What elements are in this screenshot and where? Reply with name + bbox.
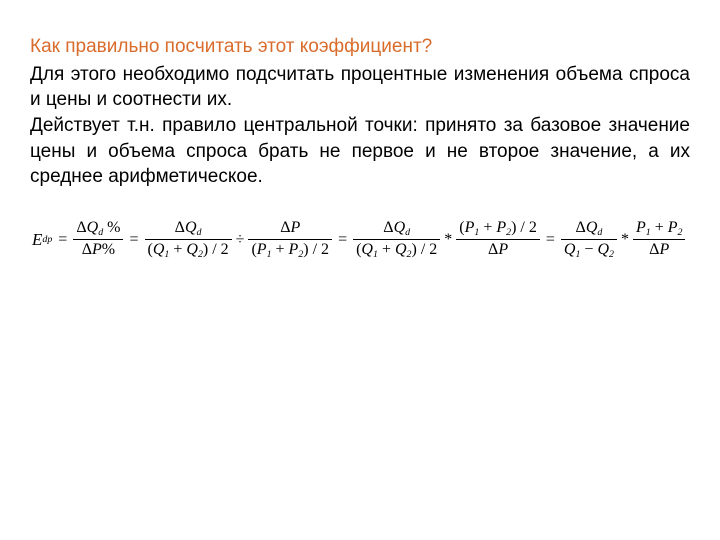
divide-sign: ÷ bbox=[232, 231, 249, 249]
paragraph-1: Для этого необходимо подсчитать процентн… bbox=[30, 62, 690, 113]
formula-block: Edp = ΔQd % ΔP% = ΔQd (Q1 + Q2) / 2 ÷ ΔP… bbox=[30, 218, 690, 261]
frac-percent: ΔQd % ΔP% bbox=[73, 218, 123, 261]
equals-2: = bbox=[123, 231, 144, 249]
frac-dp-over-avgp: ΔP (P1 + P2) / 2 bbox=[248, 218, 332, 261]
frac-psum-over-dp: P1 + P2 ΔP bbox=[633, 218, 686, 261]
heading: Как правильно посчитать этот коэффициент… bbox=[30, 34, 690, 60]
frac-dq-over-avgq-2: ΔQd (Q1 + Q2) / 2 bbox=[353, 218, 440, 261]
equals-3: = bbox=[332, 231, 353, 249]
frac-avgp-over-dp: (P1 + P2) / 2 ΔP bbox=[456, 218, 540, 261]
slide: Как правильно посчитать этот коэффициент… bbox=[0, 0, 720, 261]
paragraph-2: Действует т.н. правило центральной точки… bbox=[30, 113, 690, 190]
formula-lhs: Edp bbox=[32, 230, 52, 250]
frac-dq-over-qdiff: ΔQd Q1 − Q2 bbox=[561, 218, 617, 261]
elasticity-formula: Edp = ΔQd % ΔP% = ΔQd (Q1 + Q2) / 2 ÷ ΔP… bbox=[32, 218, 688, 261]
multiply-sign-1: * bbox=[440, 231, 456, 249]
frac-dq-over-avgq: ΔQd (Q1 + Q2) / 2 bbox=[145, 218, 232, 261]
equals-4: = bbox=[540, 231, 561, 249]
equals-1: = bbox=[52, 231, 73, 249]
multiply-sign-2: * bbox=[617, 231, 633, 249]
